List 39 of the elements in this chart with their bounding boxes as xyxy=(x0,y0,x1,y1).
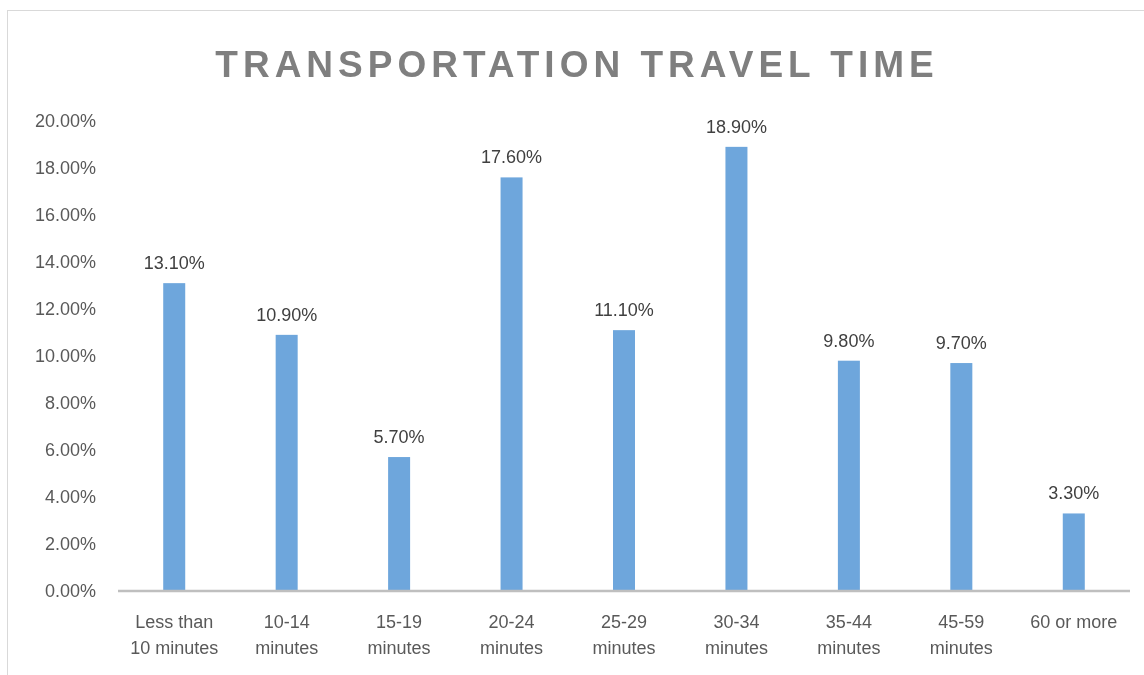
chart-title: TRANSPORTATION TRAVEL TIME xyxy=(215,44,939,85)
bar xyxy=(613,330,635,591)
y-tick-label: 8.00% xyxy=(44,393,96,414)
x-tick-label: 25-29 minutes xyxy=(592,612,656,658)
y-tick-label: 2.00% xyxy=(44,534,96,555)
x-tick-label: 20-24 minutes xyxy=(480,612,544,658)
y-tick-label: 12.00% xyxy=(34,299,96,320)
data-label: 11.10% xyxy=(594,300,654,321)
x-tick-label: 15-19 minutes xyxy=(367,612,431,658)
data-label: 13.10% xyxy=(143,253,205,274)
y-tick-label: 6.00% xyxy=(44,440,96,461)
bar xyxy=(500,177,523,591)
bar xyxy=(163,283,186,591)
x-tick-label: 45-59 minutes xyxy=(929,612,993,658)
data-label: 3.30% xyxy=(1048,483,1100,504)
x-tick-label: 60 or more xyxy=(1030,612,1118,632)
x-tick-label: 30-34 minutes xyxy=(704,612,768,658)
y-tick-label: 18.00% xyxy=(34,158,96,179)
bar xyxy=(837,360,860,591)
bar xyxy=(950,363,973,591)
x-tick-label: 10-14 minutes xyxy=(255,612,319,658)
data-label: 17.60% xyxy=(481,147,543,168)
y-tick-label: 10.00% xyxy=(34,346,96,367)
y-tick-label: 14.00% xyxy=(34,252,96,273)
bar xyxy=(388,457,411,591)
y-tick-label: 20.00% xyxy=(34,111,96,132)
y-tick-label: 4.00% xyxy=(44,487,96,508)
x-tick-label: 35-44 minutes xyxy=(817,612,881,658)
data-label: 10.90% xyxy=(256,304,318,325)
y-tick-label: 0.00% xyxy=(44,581,96,602)
data-label: 5.70% xyxy=(373,427,425,448)
bar xyxy=(725,146,748,591)
data-label: 9.70% xyxy=(935,333,987,354)
data-label: 18.90% xyxy=(705,116,767,137)
y-tick-label: 16.00% xyxy=(34,205,96,226)
bar xyxy=(1062,513,1085,591)
bar xyxy=(275,334,298,591)
x-tick-label: Less than 10 minutes xyxy=(130,612,219,658)
data-label: 9.80% xyxy=(823,330,875,351)
